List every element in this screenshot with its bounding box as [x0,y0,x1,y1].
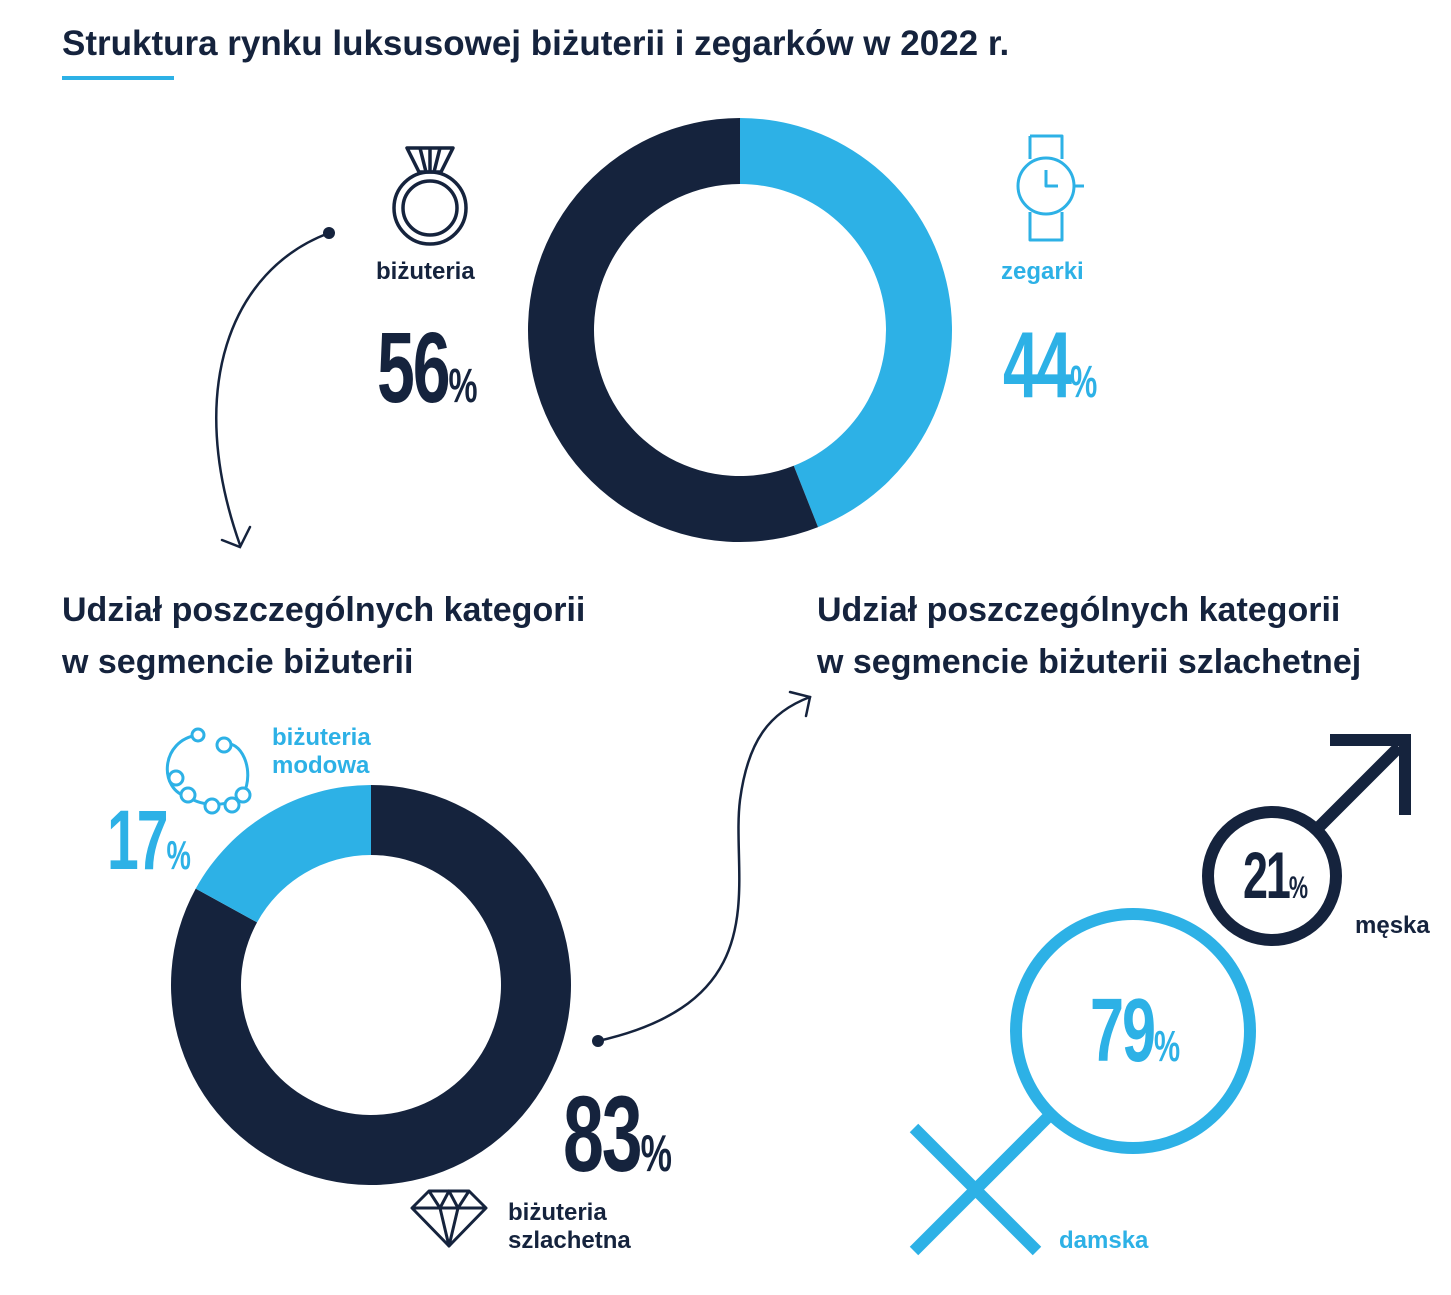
donut-chart-jewelry [171,785,572,1185]
page-title: Struktura rynku luksusowej biżuterii i z… [62,24,1010,63]
subtitle-jewelry-segment: Udział poszczególnych kategorii w segmen… [62,591,586,681]
womens-label: damska [1059,1227,1149,1254]
subtitle-fine-jewelry-segment: Udział poszczególnych kategorii w segmen… [817,591,1362,681]
arrow-to-jewelry-segment [215,227,335,549]
female-symbol-icon [909,908,1256,1256]
mens-label: męska [1355,912,1430,939]
jewelry-label: biżuteria [376,258,475,285]
womens-share-value: 79% [1090,981,1181,1081]
watches-share-value: 44% [1003,312,1098,417]
title-underline [62,76,174,80]
fine-jewelry-share-value: 83% [563,1073,672,1194]
fine-jewelry-label: biżuteria szlachetna [508,1199,631,1254]
donut-chart-market [528,118,953,542]
watches-label: zegarki [1001,258,1084,285]
donut-slice-biżuteria [528,118,819,542]
fashion-jewelry-share-value: 17% [107,793,191,887]
donut-slice-biżuteria-szlachetna [171,785,572,1185]
bracelet-icon [165,727,252,815]
arrow-to-fine-jewelry-segment [592,690,812,1047]
jewelry-share-value: 56% [377,312,478,424]
mens-share-value: 21% [1243,838,1309,912]
watch-icon [1016,134,1084,242]
donut-slice-biżuteria-modowa [195,785,371,923]
male-symbol-icon [1202,734,1411,946]
donut-slice-zegarki [740,118,953,528]
fashion-jewelry-label: biżuteria modowa [272,724,371,779]
ring-icon [392,146,468,246]
diamond-icon [410,1189,488,1248]
